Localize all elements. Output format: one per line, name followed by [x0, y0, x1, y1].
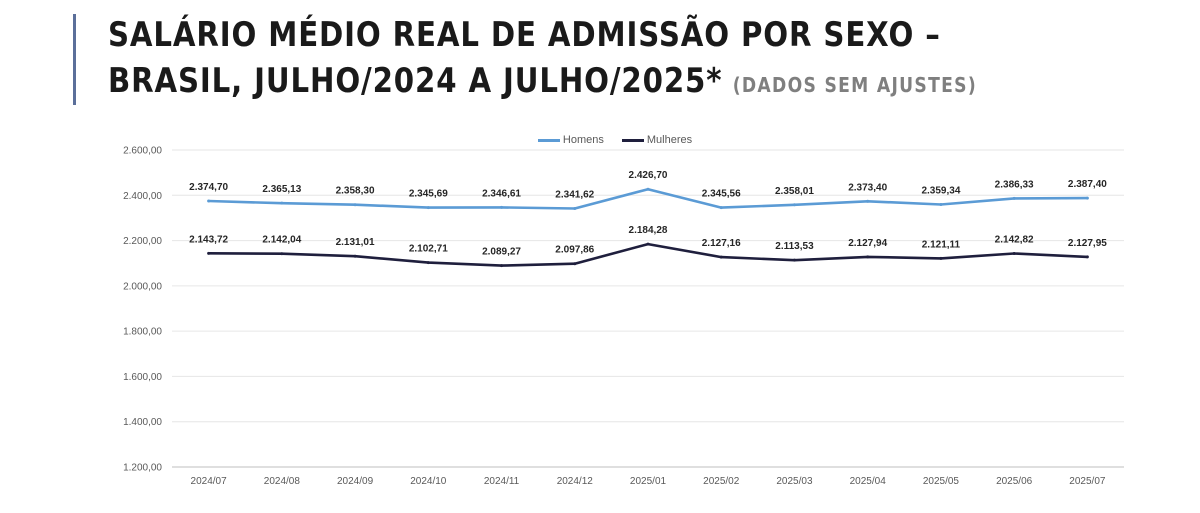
y-tick-label: 2.200,00 [123, 236, 162, 247]
data-point-homens [353, 203, 357, 207]
data-point-homens [939, 202, 943, 206]
data-point-mulheres [207, 251, 211, 255]
x-tick-label: 2025/02 [703, 476, 740, 487]
y-tick-label: 1.400,00 [123, 417, 162, 428]
x-tick-label: 2025/05 [923, 476, 960, 487]
data-point-mulheres [426, 261, 430, 265]
x-tick-label: 2024/12 [557, 476, 594, 487]
data-point-mulheres [866, 255, 870, 259]
data-point-mulheres [646, 242, 650, 246]
y-tick-label: 1.600,00 [123, 372, 162, 383]
data-label-homens: 2.358,01 [775, 186, 814, 197]
data-label-mulheres: 2.127,94 [848, 238, 887, 249]
data-point-homens [866, 199, 870, 203]
data-point-mulheres [1012, 252, 1016, 256]
data-point-mulheres [573, 262, 577, 266]
data-point-homens [792, 203, 796, 207]
data-point-homens [426, 206, 430, 210]
data-label-homens: 2.346,61 [482, 188, 521, 199]
data-label-homens: 2.345,56 [702, 189, 741, 200]
data-point-mulheres [792, 258, 796, 262]
data-label-mulheres: 2.113,53 [775, 241, 814, 252]
data-label-homens: 2.345,69 [409, 189, 448, 200]
x-tick-label: 2025/07 [1069, 476, 1106, 487]
legend-label-mulheres: Mulheres [646, 134, 693, 146]
y-tick-label: 2.600,00 [123, 146, 162, 157]
data-point-mulheres [500, 264, 504, 268]
data-point-mulheres [719, 255, 723, 259]
page-title: SALÁRIO MÉDIO REAL DE ADMISSÃO POR SEXO … [108, 12, 977, 108]
data-point-mulheres [280, 252, 284, 256]
x-tick-label: 2024/10 [410, 476, 447, 487]
data-point-homens [573, 207, 577, 211]
data-point-homens [1085, 196, 1089, 200]
data-label-homens: 2.373,40 [848, 182, 887, 193]
legend-item-homens: Homens [537, 132, 604, 148]
data-label-mulheres: 2.127,95 [1068, 238, 1107, 249]
data-point-homens [207, 199, 211, 203]
title-accent-bar [73, 14, 76, 105]
data-label-homens: 2.365,13 [262, 184, 301, 195]
title-note: (DADOS SEM AJUSTES) [732, 73, 977, 97]
x-tick-label: 2024/11 [484, 476, 520, 487]
data-label-homens: 2.341,62 [555, 190, 594, 201]
data-label-homens: 2.359,34 [921, 185, 960, 196]
y-tick-label: 2.000,00 [123, 281, 162, 292]
x-tick-label: 2024/09 [337, 476, 374, 487]
data-point-mulheres [939, 256, 943, 260]
data-label-mulheres: 2.131,01 [336, 237, 375, 248]
title-line-1: SALÁRIO MÉDIO REAL DE ADMISSÃO POR SEXO … [108, 15, 941, 55]
data-label-mulheres: 2.121,11 [922, 239, 961, 250]
y-tick-label: 2.400,00 [123, 191, 162, 202]
data-point-homens [1012, 196, 1016, 200]
data-label-homens: 2.426,70 [629, 170, 668, 181]
title-line-2: BRASIL, JULHO/2024 A JULHO/2025* [108, 61, 723, 101]
data-label-mulheres: 2.102,71 [409, 244, 448, 255]
data-label-mulheres: 2.089,27 [482, 247, 521, 258]
x-tick-label: 2025/01 [630, 476, 667, 487]
data-label-mulheres: 2.097,86 [555, 245, 594, 256]
data-label-homens: 2.386,33 [995, 179, 1034, 190]
legend-label-homens: Homens [562, 134, 604, 146]
data-point-mulheres [353, 254, 357, 258]
x-tick-label: 2025/06 [996, 476, 1033, 487]
data-point-mulheres [1085, 255, 1089, 259]
data-label-homens: 2.374,70 [189, 182, 228, 193]
data-label-mulheres: 2.142,04 [262, 235, 301, 246]
data-label-mulheres: 2.184,28 [629, 225, 668, 236]
x-tick-label: 2025/03 [776, 476, 813, 487]
data-label-mulheres: 2.127,16 [702, 238, 741, 249]
chart-legend: Homens Mulheres [0, 132, 1200, 148]
y-tick-label: 1.200,00 [123, 463, 162, 474]
data-point-homens [280, 201, 284, 205]
data-point-homens [500, 205, 504, 209]
x-tick-label: 2025/04 [850, 476, 887, 487]
data-label-homens: 2.387,40 [1068, 179, 1107, 190]
data-label-homens: 2.358,30 [336, 186, 375, 197]
legend-item-mulheres: Mulheres [621, 132, 693, 148]
legend-swatch-homens [537, 138, 560, 142]
data-point-homens [646, 187, 650, 191]
data-label-mulheres: 2.142,82 [995, 235, 1034, 246]
x-tick-label: 2024/07 [191, 476, 228, 487]
data-label-mulheres: 2.143,72 [189, 234, 228, 245]
x-tick-label: 2024/08 [264, 476, 301, 487]
data-point-homens [719, 206, 723, 210]
legend-swatch-mulheres [621, 138, 644, 142]
y-tick-label: 1.800,00 [123, 327, 162, 338]
